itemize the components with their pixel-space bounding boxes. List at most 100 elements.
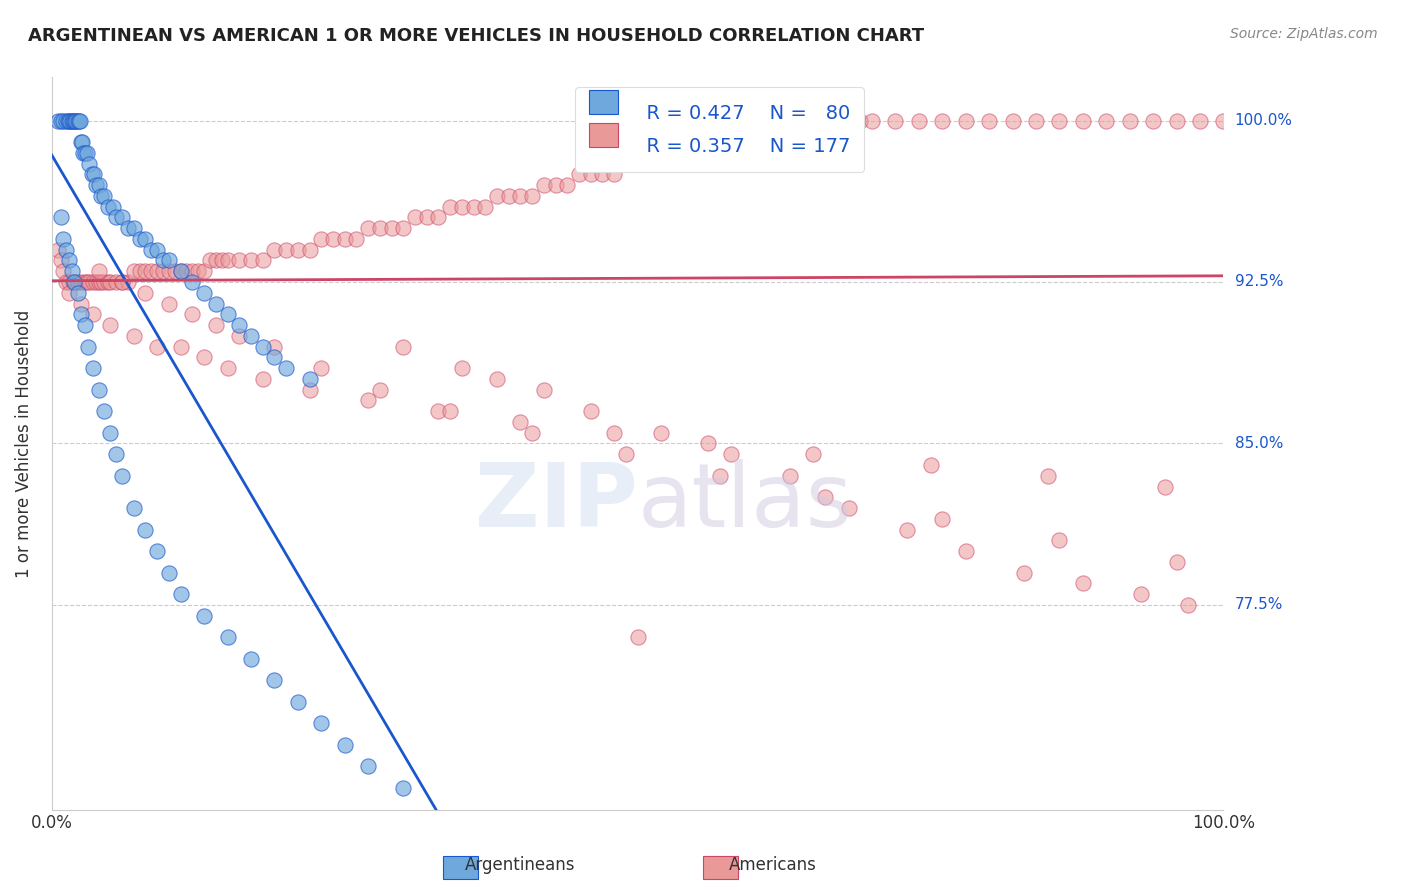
Point (181, 264, 204, 278)
Point (498, 189, 520, 203)
Point (105, 275, 128, 289)
Point (801, 447, 824, 461)
Point (84, 178, 107, 193)
Point (59, 113, 82, 128)
Point (49, 253, 72, 268)
Point (63, 113, 86, 128)
Point (62, 113, 84, 128)
Point (49, 211, 72, 225)
Point (163, 264, 186, 278)
Point (134, 264, 156, 278)
Point (93, 189, 115, 203)
Point (62, 275, 84, 289)
Point (146, 544, 169, 558)
Point (134, 285, 156, 300)
Point (837, 113, 859, 128)
Point (58, 275, 80, 289)
Point (46, 243, 69, 257)
Point (485, 372, 508, 386)
Point (82, 275, 104, 289)
Point (169, 264, 191, 278)
Text: 85.0%: 85.0% (1234, 436, 1282, 451)
Point (415, 211, 437, 225)
Point (217, 253, 239, 268)
Point (66, 113, 89, 128)
Point (287, 695, 309, 709)
Point (217, 361, 239, 376)
Point (83, 167, 105, 181)
Text: Source: ZipAtlas.com: Source: ZipAtlas.com (1230, 27, 1378, 41)
Point (263, 351, 285, 365)
Point (1001, 113, 1024, 128)
Point (1119, 113, 1142, 128)
Text: 77.5%: 77.5% (1234, 598, 1282, 613)
Point (1130, 587, 1153, 601)
Point (58, 253, 80, 268)
Point (322, 232, 344, 246)
Point (111, 275, 134, 289)
Point (1049, 113, 1071, 128)
Point (193, 285, 215, 300)
Point (52, 264, 75, 278)
Point (141, 264, 163, 278)
Point (134, 232, 156, 246)
Point (80, 167, 103, 181)
Text: Argentineans: Argentineans (465, 856, 575, 874)
Point (463, 200, 485, 214)
Point (55, 113, 77, 128)
Point (73, 145, 96, 160)
Point (70, 275, 93, 289)
Point (152, 253, 174, 268)
Point (122, 264, 145, 278)
Point (955, 544, 977, 558)
Point (67, 113, 90, 128)
Point (76, 145, 98, 160)
Point (661, 145, 683, 160)
Point (298, 383, 321, 397)
Point (544, 178, 567, 193)
Point (439, 200, 461, 214)
Point (70, 296, 93, 310)
Point (204, 253, 226, 268)
Point (884, 113, 907, 128)
Point (87, 264, 110, 278)
Point (520, 425, 543, 440)
Point (1095, 113, 1118, 128)
Point (1049, 533, 1071, 548)
Point (709, 468, 731, 483)
Point (187, 264, 209, 278)
Point (63, 113, 86, 128)
Point (485, 189, 508, 203)
Point (101, 200, 124, 214)
Point (1014, 566, 1036, 580)
Point (239, 328, 262, 343)
Text: ARGENTINEAN VS AMERICAN 1 OR MORE VEHICLES IN HOUSEHOLD CORRELATION CHART: ARGENTINEAN VS AMERICAN 1 OR MORE VEHICL… (28, 27, 924, 45)
Point (98, 318, 121, 332)
Point (52, 113, 75, 128)
Point (955, 113, 977, 128)
Text: 92.5%: 92.5% (1234, 275, 1284, 290)
Point (117, 221, 139, 235)
Point (169, 340, 191, 354)
Point (98, 275, 121, 289)
Point (82, 361, 104, 376)
Legend:   R = 0.427    N =   80,   R = 0.357    N = 177: R = 0.427 N = 80, R = 0.357 N = 177 (575, 87, 863, 171)
Point (520, 189, 543, 203)
Point (70, 135, 93, 149)
Y-axis label: 1 or more Vehicles in Household: 1 or more Vehicles in Household (15, 310, 32, 578)
Point (357, 759, 380, 773)
Point (228, 318, 250, 332)
Point (427, 404, 450, 418)
Point (239, 253, 262, 268)
Point (849, 113, 872, 128)
Point (626, 630, 648, 644)
Point (766, 124, 789, 138)
Point (931, 512, 953, 526)
Point (450, 361, 472, 376)
Point (744, 135, 766, 149)
Text: ZIP: ZIP (475, 458, 637, 546)
Point (533, 178, 555, 193)
Point (77, 156, 100, 170)
Point (650, 425, 672, 440)
Point (309, 716, 332, 731)
